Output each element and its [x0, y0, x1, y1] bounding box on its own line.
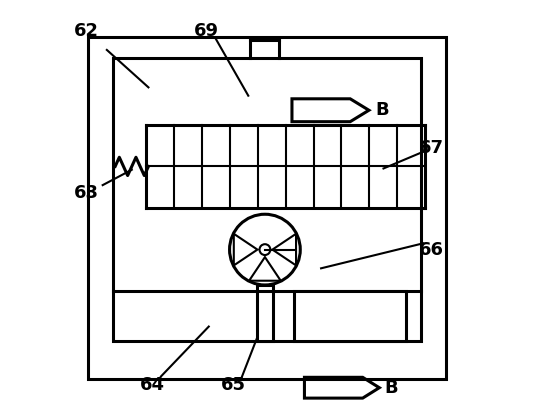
- Bar: [257, 285, 273, 341]
- Bar: [294, 291, 406, 341]
- Text: 66: 66: [419, 240, 444, 259]
- Circle shape: [230, 214, 300, 285]
- Text: 63: 63: [74, 184, 99, 203]
- Text: 65: 65: [221, 376, 246, 394]
- Bar: [88, 37, 446, 379]
- Bar: [113, 58, 421, 341]
- Text: 62: 62: [74, 22, 99, 40]
- Text: 67: 67: [419, 139, 444, 157]
- Circle shape: [260, 244, 270, 255]
- Text: B: B: [384, 379, 398, 397]
- Text: B: B: [375, 101, 389, 119]
- Text: 69: 69: [194, 22, 219, 40]
- Text: 64: 64: [140, 376, 165, 394]
